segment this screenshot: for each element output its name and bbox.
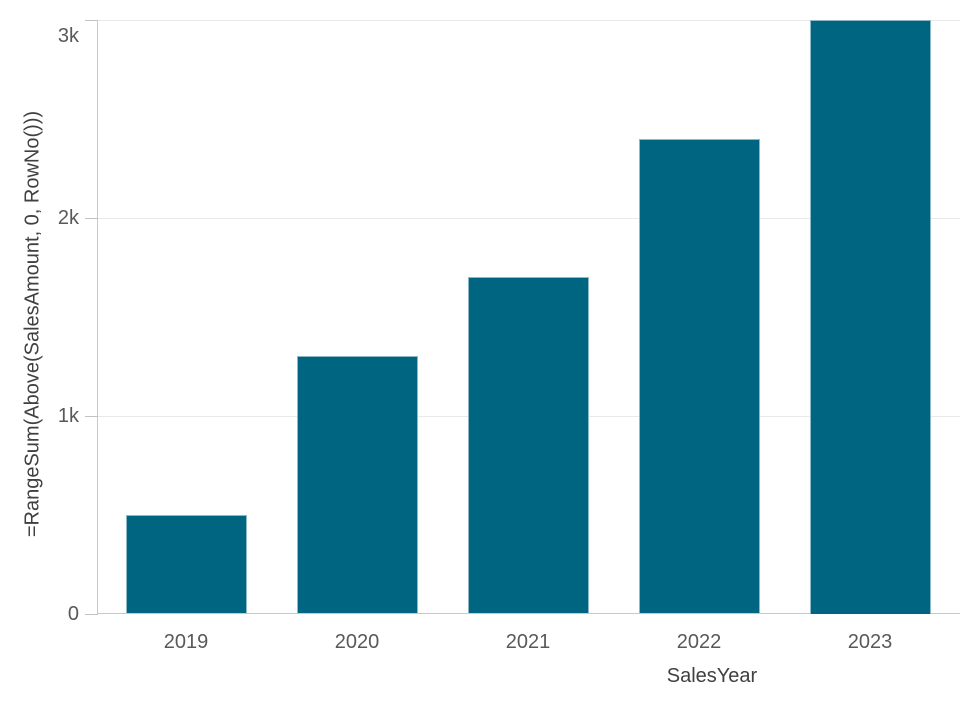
x-tick-label: 2023 — [847, 631, 893, 653]
x-tick-label: 2020 — [334, 631, 380, 653]
y-gridline — [98, 20, 960, 21]
y-tick-mark — [85, 416, 98, 417]
y-tick-label: 1k — [57, 405, 79, 427]
y-gridline — [98, 218, 960, 219]
x-tick-label: 2021 — [505, 631, 551, 653]
y-tick-mark — [85, 20, 98, 21]
bar[interactable] — [639, 138, 760, 614]
y-axis-line — [97, 20, 98, 614]
x-axis-title: SalesYear — [666, 665, 758, 687]
bar[interactable] — [126, 514, 247, 614]
y-tick-label: 0 — [67, 603, 79, 625]
y-tick-label: 2k — [57, 207, 79, 229]
x-tick-label: 2019 — [163, 631, 209, 653]
bar[interactable] — [810, 20, 931, 614]
x-axis-baseline — [98, 613, 960, 614]
y-tick-mark — [85, 614, 98, 615]
bar[interactable] — [297, 356, 418, 614]
x-tick-label: 2022 — [676, 631, 722, 653]
bar[interactable] — [468, 277, 589, 614]
y-tick-mark — [85, 218, 98, 219]
y-axis-title: =RangeSum(Above(SalesAmount, 0, RowNo())… — [21, 110, 44, 538]
y-tick-label: 3k — [57, 25, 79, 47]
